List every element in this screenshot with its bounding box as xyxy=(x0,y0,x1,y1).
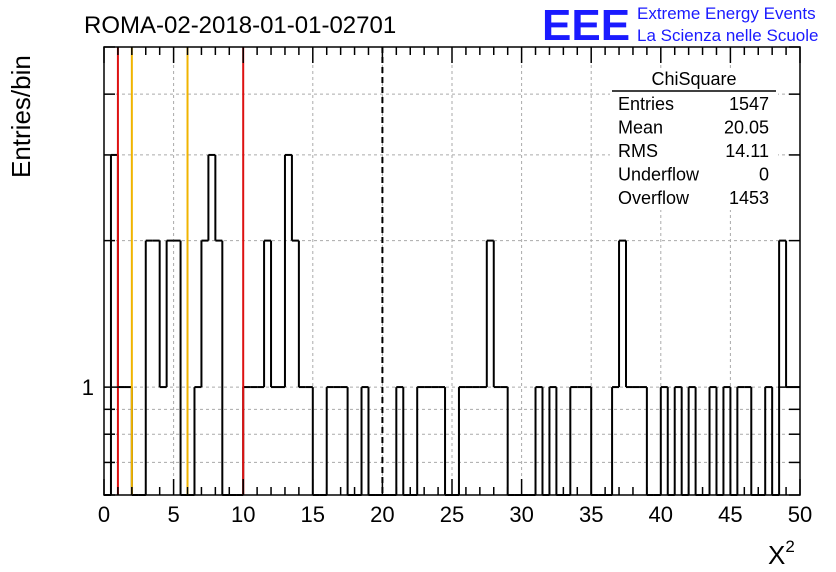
histogram-bin xyxy=(715,387,724,496)
histogram-bin xyxy=(625,240,633,389)
histogram-bin xyxy=(659,386,668,495)
x-tick-label: 40 xyxy=(649,502,673,527)
x-tick-label: 0 xyxy=(98,502,110,527)
histogram-bin xyxy=(346,387,355,496)
histogram-bin xyxy=(708,386,717,495)
histogram-bin xyxy=(722,386,731,495)
histogram-bin xyxy=(666,387,675,496)
x-tick-label: 45 xyxy=(718,502,742,527)
histogram-bin xyxy=(729,387,738,496)
x-tick-label: 35 xyxy=(579,502,603,527)
x-axis-label: X2 xyxy=(768,537,795,570)
histogram-bin xyxy=(402,387,411,496)
histogram-bin xyxy=(611,386,620,495)
histogram-bin xyxy=(297,240,306,389)
histogram-bin xyxy=(618,239,626,388)
histogram-bin xyxy=(242,386,251,495)
histogram-bin xyxy=(416,386,425,495)
logo-line1: Extreme Energy Events xyxy=(637,4,816,23)
stats-label: Entries xyxy=(618,94,674,114)
histogram-bin xyxy=(680,387,689,496)
x-tick-label: 25 xyxy=(440,502,464,527)
histogram-bin xyxy=(771,387,780,496)
stats-rows: Entries 1547 Mean 20.05 RMS 14.11 Underflow 0 Ov… xyxy=(618,94,769,208)
histogram-bin xyxy=(193,386,202,495)
histogram-bin xyxy=(645,387,654,496)
stats-value: 1453 xyxy=(729,188,769,208)
histogram-bin xyxy=(457,386,466,495)
x-tick-label: 10 xyxy=(231,502,255,527)
stats-value: 1547 xyxy=(729,94,769,114)
histogram-bin xyxy=(687,386,696,495)
logo-line2: La Scienza nelle Scuole xyxy=(637,26,818,45)
chart-title: ROMA-02-2018-01-01-02701 xyxy=(84,12,396,39)
eee-logo: EEE Extreme Energy Events La Scienza nel… xyxy=(542,1,818,50)
histogram-bin xyxy=(750,387,759,496)
histogram-bin xyxy=(130,387,139,496)
histogram-bin xyxy=(395,386,404,495)
histogram-bin xyxy=(158,240,167,389)
histogram-bin xyxy=(764,386,773,495)
axis-ticks xyxy=(103,46,801,496)
histogram-bin xyxy=(214,154,223,242)
histogram-bin xyxy=(506,387,515,496)
histogram-bin xyxy=(109,153,118,495)
histogram-bin xyxy=(555,387,564,496)
x-tick-labels: 0 5 10 15 20 25 30 35 40 45 50 xyxy=(98,502,812,527)
stats-value: 0 xyxy=(759,165,769,185)
stats-label: Underflow xyxy=(618,165,700,185)
x-tick-label: 30 xyxy=(509,502,533,527)
histogram-bin xyxy=(165,239,174,388)
histogram-bin xyxy=(590,387,599,496)
y-tick-label: 1 xyxy=(82,375,94,400)
grid xyxy=(104,47,800,495)
x-axis-label-superscript: 2 xyxy=(785,537,794,556)
x-tick-label: 15 xyxy=(301,502,325,527)
histogram-bin xyxy=(485,239,494,388)
histogram-bin xyxy=(283,153,292,388)
stats-label: Mean xyxy=(618,118,663,138)
stats-label: RMS xyxy=(618,141,658,161)
histogram-bin xyxy=(221,240,230,496)
histogram-bin xyxy=(444,387,452,496)
stats-value: 20.05 xyxy=(724,118,769,138)
histogram-bin xyxy=(179,240,188,496)
y-axis-label: Entries/bin xyxy=(6,55,36,178)
histogram-bin xyxy=(548,386,557,495)
histogram-bin xyxy=(290,154,299,242)
histogram-bin xyxy=(785,240,794,389)
stats-box: ChiSquare Entries 1547 Mean 20.05 RMS 14.11 Un… xyxy=(610,68,778,210)
histogram-bin xyxy=(673,386,682,495)
x-tick-label: 50 xyxy=(788,502,812,527)
x-tick-label: 20 xyxy=(370,502,394,527)
histogram-bin xyxy=(492,240,501,389)
histogram-bin xyxy=(144,239,153,495)
histogram-bin xyxy=(534,386,543,495)
stats-label: Overflow xyxy=(618,188,690,208)
histogram-bin xyxy=(569,386,578,495)
histogram-bin xyxy=(367,387,376,496)
histogram-bin xyxy=(736,386,745,495)
histogram-bin xyxy=(778,239,787,495)
histogram-bin xyxy=(200,239,209,388)
logo-mark: EEE xyxy=(542,1,630,50)
y-tick-labels: 1 xyxy=(82,375,94,400)
stats-value: 14.11 xyxy=(725,141,769,161)
histogram-bin xyxy=(207,153,216,241)
histogram-bin xyxy=(325,386,334,495)
histogram-bin xyxy=(694,387,703,496)
histogram-bin xyxy=(311,387,320,496)
x-tick-label: 5 xyxy=(167,502,179,527)
stats-title: ChiSquare xyxy=(651,69,736,89)
histogram-bin xyxy=(270,240,278,389)
histogram-bin xyxy=(263,239,272,388)
histogram-bin xyxy=(360,386,369,495)
x-axis-label-base: X xyxy=(768,540,785,570)
histogram-bin xyxy=(116,154,125,389)
histogram-bin xyxy=(541,387,550,496)
marker-lines xyxy=(116,47,384,495)
